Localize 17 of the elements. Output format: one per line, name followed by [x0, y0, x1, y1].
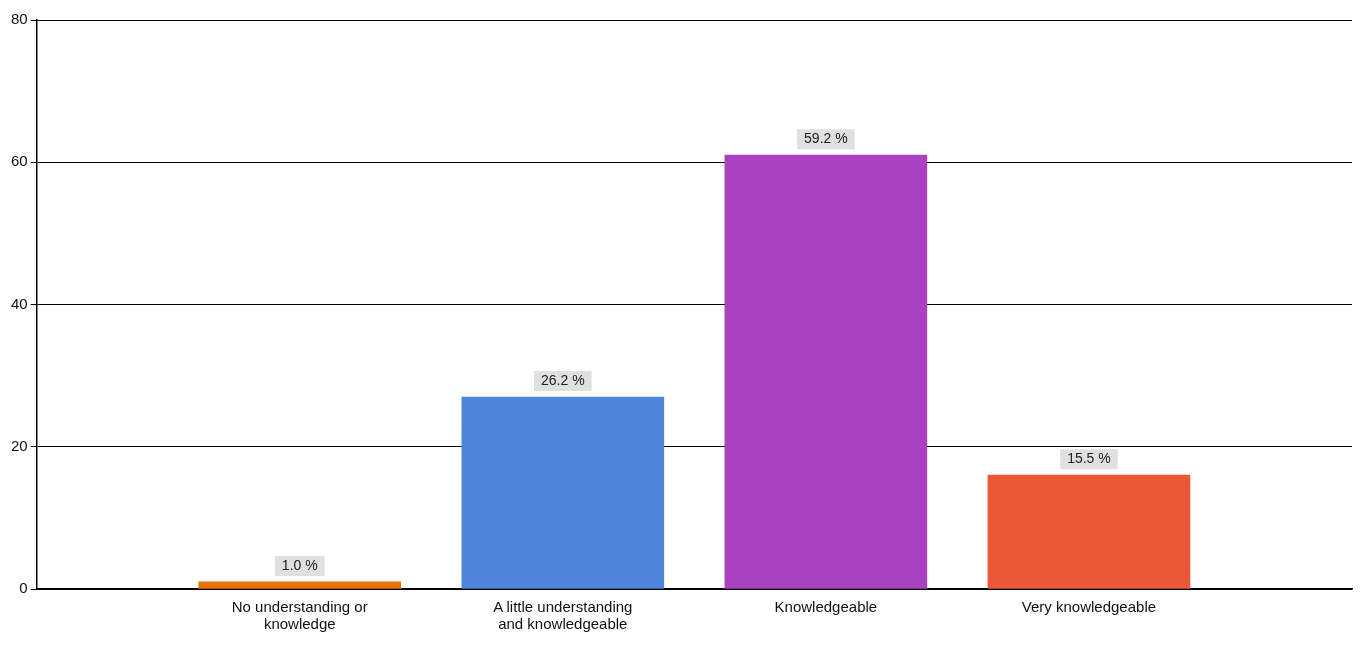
bar: [987, 474, 1191, 589]
annotation: 26.2 %: [541, 371, 585, 388]
x-tick-label: No understanding or knowledge: [231, 598, 368, 632]
x-tick-label: Very knowledgeable: [1021, 598, 1157, 616]
x-tick-label: A little understanding and knowledgeable: [493, 598, 633, 632]
bar: [198, 581, 402, 589]
bar: [461, 396, 665, 589]
annotation: 59.2 %: [804, 130, 848, 146]
y-tick-label: 80: [11, 10, 28, 28]
x-tick-label: Knowledgeable: [774, 598, 878, 616]
annotation: 15.5 %: [1067, 450, 1111, 467]
annotation: 1.0 %: [281, 556, 318, 573]
y-tick-label: 0: [19, 579, 28, 597]
y-tick-label: 60: [11, 152, 28, 170]
bar: [724, 154, 928, 589]
y-tick-label: 20: [11, 436, 28, 454]
y-tick-label: 40: [11, 294, 28, 312]
